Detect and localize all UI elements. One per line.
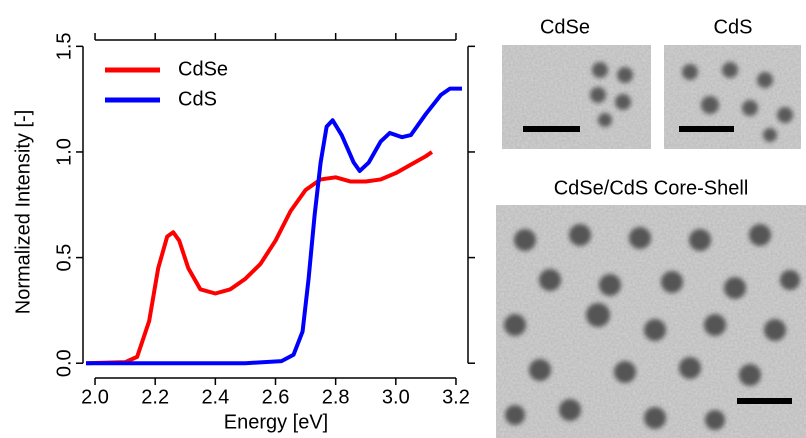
x-tick-label: 3.2 xyxy=(442,386,470,408)
y-tick-label: 1.0 xyxy=(53,138,75,166)
x-tick-label: 2.8 xyxy=(322,386,350,408)
y-tick-label: 0.5 xyxy=(53,244,75,272)
panel-label: CdSe xyxy=(540,16,590,38)
tem-image xyxy=(664,45,801,149)
tem-image xyxy=(502,45,651,149)
x-tick-label: 2.2 xyxy=(141,386,169,408)
data-line xyxy=(86,89,462,364)
x-tick-label: 2.6 xyxy=(262,386,290,408)
panel-label: CdSe/CdS Core-Shell xyxy=(554,177,749,199)
tem-image xyxy=(496,205,806,438)
figure: CdSe CdS CdSe/CdS Core-Shell Normalized … xyxy=(0,0,806,438)
x-tick-label: 2.4 xyxy=(201,386,229,408)
panel-label: CdS xyxy=(714,16,753,38)
x-tick-label: 3.0 xyxy=(382,386,410,408)
legend-label: CdS xyxy=(178,88,217,110)
y-tick-label: 1.5 xyxy=(53,32,75,60)
data-line xyxy=(86,152,432,363)
y-tick-label: 0.0 xyxy=(53,349,75,377)
legend-label: CdSe xyxy=(178,58,228,80)
x-axis-label: Energy [eV] xyxy=(224,411,329,433)
x-tick-label: 2.0 xyxy=(81,386,109,408)
y-axis-label: Normalized Intensity [-] xyxy=(12,110,34,315)
